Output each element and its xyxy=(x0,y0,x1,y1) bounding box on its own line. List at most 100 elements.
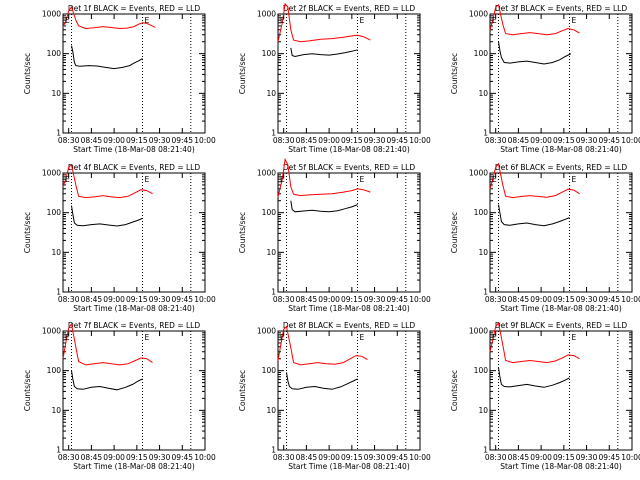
y-tick-label: 100 xyxy=(47,366,62,375)
x-tick-label: 08:30 xyxy=(485,295,507,304)
plot-frame xyxy=(62,330,206,451)
lld-series-line xyxy=(62,5,156,30)
x-axis-label: Start Time (18-Mar-08 08:21:40) xyxy=(288,145,410,154)
y-tick-label: 10 xyxy=(478,248,488,257)
y-axis-label: Counts/sec xyxy=(238,53,247,94)
y-tick-label: 1 xyxy=(56,446,61,455)
y-tick-label: 1 xyxy=(56,129,61,138)
y-tick-label: 10 xyxy=(266,406,276,415)
x-tick-label: 08:30 xyxy=(58,136,80,145)
x-tick-label: 09:30 xyxy=(576,453,598,462)
y-tick-label: 1 xyxy=(271,288,276,297)
detector-panel-7: Det 7f BLACK = Events, RED = LLD 1 10 100 10… xyxy=(23,321,216,471)
detector-panel-3: Det 3f BLACK = Events, RED = LLD 1 10 100 10… xyxy=(450,4,640,154)
event-marker-end: E xyxy=(572,175,577,184)
event-marker-start: E xyxy=(65,16,70,25)
detector-panel-4: Det 4f BLACK = Events, RED = LLD 1 10 100 10… xyxy=(23,163,216,313)
x-tick-label: 08:30 xyxy=(273,136,295,145)
x-tick-label: 09:00 xyxy=(318,453,340,462)
x-tick-label: 10:00 xyxy=(409,453,431,462)
lld-series-line xyxy=(489,321,580,364)
y-tick-label: 1000 xyxy=(469,169,488,178)
x-tick-label: 09:45 xyxy=(386,453,408,462)
event-marker-end: E xyxy=(145,333,150,342)
y-tick-label: 1000 xyxy=(257,327,276,336)
plot-frame xyxy=(277,330,421,451)
lld-series-line xyxy=(62,163,153,199)
x-tick-label: 09:45 xyxy=(386,136,408,145)
y-tick-label: 10 xyxy=(266,248,276,257)
detector-panel-8: Det 8f BLACK = Events, RED = LLD 1 10 100 10… xyxy=(238,321,431,471)
x-tick-label: 09:15 xyxy=(553,453,575,462)
x-tick-label: 10:00 xyxy=(194,453,216,462)
x-tick-label: 08:45 xyxy=(81,453,103,462)
x-axis-label: Start Time (18-Mar-08 08:21:40) xyxy=(73,145,195,154)
plot-frame xyxy=(489,330,633,451)
x-axis-label: Start Time (18-Mar-08 08:21:40) xyxy=(73,304,195,313)
x-tick-label: 09:30 xyxy=(576,295,598,304)
event-marker-end: E xyxy=(572,333,577,342)
panel-title: Det 3f BLACK = Events, RED = LLD xyxy=(495,4,628,13)
lld-series-line xyxy=(62,322,153,366)
y-tick-label: 100 xyxy=(47,208,62,217)
x-tick-label: 08:45 xyxy=(296,295,318,304)
y-tick-label: 10 xyxy=(478,89,488,98)
detector-panel-6: Det 6f BLACK = Events, RED = LLD 1 10 100 10… xyxy=(450,162,640,313)
x-tick-label: 08:30 xyxy=(58,453,80,462)
panel-title: Det 4f BLACK = Events, RED = LLD xyxy=(68,163,201,172)
x-tick-label: 08:30 xyxy=(273,453,295,462)
y-tick-label: 100 xyxy=(262,49,277,58)
x-tick-label: 10:00 xyxy=(409,295,431,304)
event-marker-start: E xyxy=(492,175,497,184)
x-tick-label: 09:45 xyxy=(598,136,620,145)
x-tick-label: 09:15 xyxy=(341,453,363,462)
x-tick-label: 10:00 xyxy=(194,136,216,145)
plot-frame xyxy=(489,172,633,293)
y-axis-label: Counts/sec xyxy=(23,212,32,253)
x-tick-label: 10:00 xyxy=(194,295,216,304)
x-tick-label: 08:45 xyxy=(81,136,103,145)
x-axis-label: Start Time (18-Mar-08 08:21:40) xyxy=(500,145,622,154)
x-tick-label: 08:45 xyxy=(508,136,530,145)
x-tick-label: 09:15 xyxy=(341,136,363,145)
x-tick-label: 08:45 xyxy=(296,136,318,145)
y-tick-label: 1 xyxy=(483,446,488,455)
x-axis-label: Start Time (18-Mar-08 08:21:40) xyxy=(288,462,410,471)
events-series-line xyxy=(498,367,570,388)
event-marker-end: E xyxy=(572,16,577,25)
x-tick-label: 09:45 xyxy=(171,136,193,145)
plot-frame xyxy=(277,13,421,134)
event-marker-end: E xyxy=(145,16,150,25)
y-tick-label: 100 xyxy=(474,49,489,58)
x-tick-label: 08:45 xyxy=(508,295,530,304)
event-marker-end: E xyxy=(360,333,365,342)
y-tick-label: 1000 xyxy=(257,169,276,178)
events-series-line xyxy=(71,370,143,391)
y-tick-label: 1 xyxy=(483,288,488,297)
panel-title: Det 6f BLACK = Events, RED = LLD xyxy=(495,163,628,172)
y-tick-label: 10 xyxy=(51,248,61,257)
x-tick-label: 09:15 xyxy=(126,136,148,145)
detector-panel-5: Det 5f BLACK = Events, RED = LLD 1 10 100 10… xyxy=(238,157,431,313)
y-tick-label: 100 xyxy=(262,208,277,217)
x-tick-label: 09:00 xyxy=(103,136,125,145)
event-marker-end: E xyxy=(360,175,365,184)
y-axis-label: Counts/sec xyxy=(238,212,247,253)
y-axis-label: Counts/sec xyxy=(450,212,459,253)
x-tick-label: 09:30 xyxy=(364,453,386,462)
x-tick-label: 09:45 xyxy=(598,453,620,462)
x-tick-label: 09:15 xyxy=(126,295,148,304)
y-tick-label: 10 xyxy=(266,89,276,98)
y-tick-label: 1 xyxy=(483,129,488,138)
x-tick-label: 09:00 xyxy=(103,453,125,462)
plot-frame xyxy=(62,172,206,293)
x-tick-label: 09:30 xyxy=(364,295,386,304)
y-tick-label: 100 xyxy=(262,366,277,375)
y-tick-label: 100 xyxy=(474,366,489,375)
x-tick-label: 10:00 xyxy=(621,136,640,145)
x-axis-label: Start Time (18-Mar-08 08:21:40) xyxy=(288,304,410,313)
detector-panel-2: Det 2f BLACK = Events, RED = LLD 1 10 100 10… xyxy=(238,2,431,154)
y-tick-label: 1 xyxy=(271,446,276,455)
event-marker-start: E xyxy=(65,175,70,184)
